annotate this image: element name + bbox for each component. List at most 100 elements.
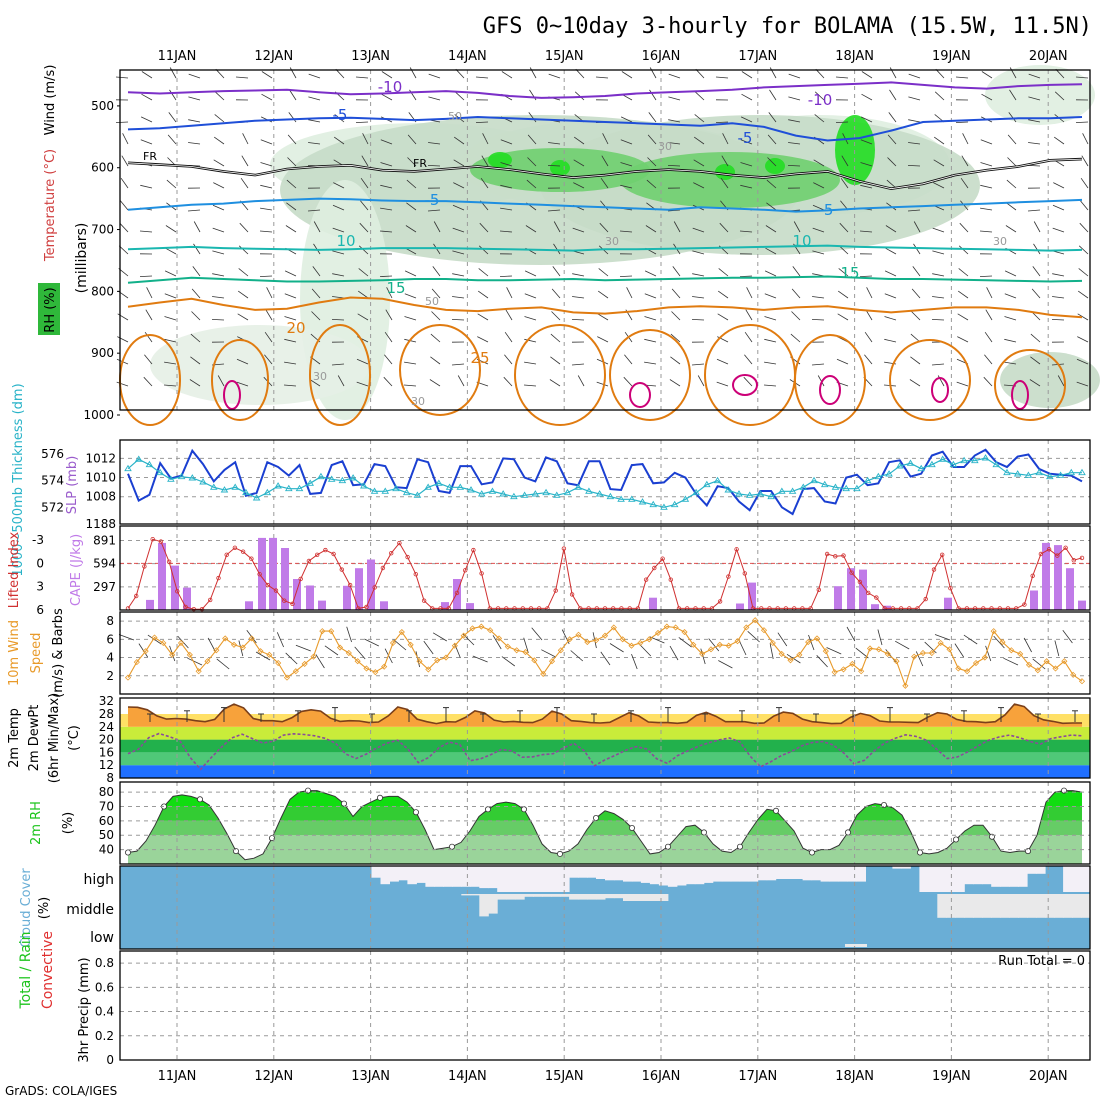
- wind-speed-marker: [911, 653, 918, 660]
- wind-barb: [430, 356, 441, 365]
- wind-barb: [164, 338, 177, 343]
- wind-barb: [141, 71, 153, 79]
- wind-barb: [620, 139, 633, 145]
- lifted-index-marker: [166, 559, 172, 564]
- wind-label-3: (m/s) & Barbs: [51, 608, 66, 698]
- wind-barb: [667, 209, 681, 212]
- middle-cloud-cell: [461, 894, 471, 896]
- wind-barb: [433, 221, 441, 233]
- rh-shading: [550, 160, 570, 176]
- top-date-label: 13JAN: [351, 49, 390, 64]
- wind-barb: [957, 290, 969, 299]
- precip-tick-label: 0.6: [95, 980, 114, 994]
- wind-barb: [1075, 76, 1089, 79]
- wind-speed-marker: [964, 668, 971, 675]
- wind-barb: [720, 177, 729, 189]
- thickness-marker: [284, 484, 293, 492]
- wind-barb: [645, 225, 657, 233]
- wind-barb: [525, 225, 537, 233]
- wind-barb: [360, 177, 369, 189]
- wind-barb: [524, 293, 537, 299]
- high-cloud-cell: [793, 866, 804, 879]
- wind-barb: [595, 76, 609, 79]
- wind-barb: [118, 634, 135, 641]
- wind-barb: [717, 313, 729, 321]
- wind-barb: [716, 358, 729, 365]
- wind-speed-marker: [425, 666, 432, 673]
- wind-barb: [427, 209, 441, 212]
- wind-barb: [235, 76, 249, 79]
- middle-cloud-cell: [533, 894, 543, 897]
- thickness-marker: [863, 476, 872, 484]
- wind-speed-marker: [336, 644, 344, 651]
- wind-speed-marker: [619, 636, 626, 643]
- wind-barb: [718, 268, 729, 277]
- wind-barb: [993, 635, 1005, 649]
- wind-barb: [691, 363, 705, 366]
- wind-barb: [1077, 336, 1089, 343]
- wind-speed-marker: [699, 650, 706, 657]
- wind-barb: [552, 266, 561, 277]
- wind-barb: [193, 221, 201, 233]
- thickness-marker: [520, 491, 529, 498]
- cape-bar: [441, 602, 449, 610]
- high-cloud-cell: [389, 866, 399, 882]
- middle-cloud-cell: [649, 894, 660, 901]
- thickness-marker: [638, 498, 647, 505]
- high-cloud-cell: [479, 866, 489, 889]
- thickness-marker: [853, 484, 861, 492]
- cape-bar: [1030, 590, 1038, 610]
- lifted-index-marker: [372, 585, 377, 590]
- top-date-axis: 11JAN 12JAN 13JAN 14JAN 15JAN 16JAN 17JAN 18JAN…: [158, 49, 1068, 64]
- wind-barb: [164, 361, 177, 365]
- wind-barb: [933, 182, 945, 189]
- wind-barb: [287, 134, 297, 145]
- thickness-marker: [542, 488, 550, 496]
- wind-speed-marker: [354, 658, 361, 665]
- wind-barb: [983, 376, 993, 387]
- wind-barb: [764, 293, 777, 299]
- wind-barb: [601, 155, 609, 167]
- isotherm-30-loop: [732, 374, 758, 396]
- wind-barb: [624, 354, 633, 365]
- high-cloud-cell: [694, 866, 705, 885]
- wind-barb: [596, 381, 609, 387]
- isotherm-25-loop: [794, 334, 866, 426]
- thickness-marker: [1013, 470, 1022, 477]
- wind-barb: [808, 634, 815, 651]
- contour-label: -5: [738, 129, 753, 147]
- wind-barb: [811, 363, 825, 366]
- wind-speed-marker: [213, 647, 220, 654]
- wind-barb: [907, 209, 921, 212]
- wind-barb: [331, 363, 345, 366]
- wind-barb: [932, 273, 945, 277]
- wind-barb: [139, 275, 153, 277]
- lifted-index-marker: [471, 547, 476, 553]
- wind-barb: [668, 142, 681, 145]
- wind-barb: [1028, 73, 1041, 79]
- wind-speed-marker: [151, 634, 158, 641]
- wind-barb: [430, 333, 441, 343]
- wind-barb: [908, 142, 921, 145]
- contour-label: 30: [658, 140, 672, 153]
- contour-label: 50: [448, 110, 462, 123]
- wind-barb: [482, 133, 489, 145]
- wind-speed-marker: [257, 648, 264, 655]
- wind-speed-marker: [813, 635, 821, 642]
- high-cloud-cell: [784, 866, 795, 879]
- contour-label: 30: [993, 235, 1007, 248]
- wind-barb: [145, 309, 153, 321]
- isotherm-line: [127, 275, 1083, 284]
- middle-cloud-cell: [1018, 894, 1028, 918]
- wind-barb: [738, 640, 747, 656]
- high-cloud-cell: [892, 866, 902, 869]
- lifted-index-marker: [142, 564, 147, 569]
- wind-barb: [380, 162, 393, 167]
- slp-tick-label: 1008: [85, 490, 116, 504]
- wind-barb: [715, 76, 729, 79]
- wind-barb: [912, 266, 921, 277]
- wind-barb: [1007, 157, 1017, 167]
- slp-line: [127, 448, 1083, 516]
- wind-barb: [793, 221, 801, 233]
- wind-barb: [693, 182, 705, 189]
